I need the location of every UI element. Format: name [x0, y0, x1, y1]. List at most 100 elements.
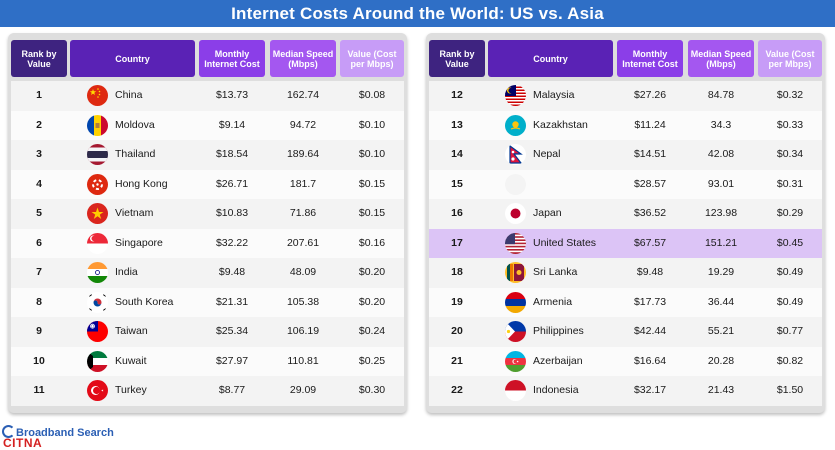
- cell-speed: 34.3: [710, 118, 732, 131]
- table-row: 16 Japan $36.52 123.98 $0.29: [429, 199, 822, 229]
- cell-rank: 11: [33, 384, 45, 396]
- logo-text: Broadband Search: [16, 427, 114, 439]
- cell-value: $0.29: [776, 207, 804, 219]
- malaysia-flag-icon: [505, 85, 526, 106]
- header-cost: Monthly Internet Cost: [617, 40, 683, 77]
- cell-cost: $26.71: [215, 177, 249, 190]
- cell-cost: $42.44: [633, 325, 667, 337]
- table-row: 18 Sri Lanka $9.48 19.29 $0.49: [429, 258, 822, 288]
- cell-country: Turkey: [115, 384, 147, 396]
- cell-cost: $21.31: [215, 295, 249, 308]
- cell-value: $0.10: [358, 118, 386, 131]
- broadbandsearch-logo: Broadband Search: [2, 425, 114, 439]
- cell-rank: 4: [36, 177, 42, 190]
- cell-rank: 18: [451, 266, 463, 278]
- header-cost: Monthly Internet Cost: [199, 40, 265, 77]
- cell-rank: 15: [451, 177, 463, 190]
- cell-cost: $9.14: [218, 118, 246, 131]
- cell-speed: 48.09: [289, 266, 317, 278]
- japan-flag-icon: [505, 203, 526, 224]
- cell-speed: 110.81: [287, 354, 319, 367]
- cell-value: $0.45: [776, 236, 804, 249]
- cell-country: Azerbaijan: [533, 354, 583, 367]
- table-row: 9 Taiwan $25.34 106.19 $0.24: [11, 317, 404, 347]
- india-flag-icon: [87, 262, 108, 283]
- cell-cost: $14.51: [633, 148, 667, 160]
- cell-speed: 42.08: [707, 148, 735, 160]
- cell-country: Malaysia: [533, 89, 575, 101]
- cell-value: $0.49: [776, 266, 804, 278]
- cell-speed: 106.19: [286, 325, 320, 337]
- title-bar: Internet Costs Around the World: US vs. …: [0, 0, 835, 27]
- cell-cost: $25.34: [215, 325, 249, 337]
- cell-cost: $27.26: [633, 89, 667, 101]
- cell-cost: $18.54: [215, 148, 249, 160]
- cell-value: $0.33: [776, 118, 804, 131]
- table-panel-left: Rank by Value Country Monthly Internet C…: [8, 33, 407, 413]
- nepal-flag-icon: [505, 144, 526, 165]
- header-country: Country: [488, 40, 613, 77]
- cell-rank: 12: [451, 89, 463, 101]
- cell-cost: $10.83: [215, 207, 249, 219]
- table-row: 20 Philippines $42.44 55.21 $0.77: [429, 317, 822, 347]
- table-row: 10 Kuwait $27.97 110.81 $0.25: [11, 346, 404, 376]
- cell-rank: 13: [451, 118, 463, 131]
- cell-speed: 36.44: [707, 295, 735, 308]
- cell-cost: $27.97: [215, 354, 249, 367]
- cell-cost: $9.48: [636, 266, 664, 278]
- southkorea-flag-icon: [87, 291, 108, 313]
- cell-country: Nepal: [533, 148, 561, 160]
- cell-value: $0.16: [358, 236, 386, 249]
- cell-rank: 17: [451, 236, 463, 249]
- table-row: 22 Indonesia $32.17 21.43 $1.50: [429, 376, 822, 406]
- cell-value: $0.15: [358, 177, 386, 190]
- table-row: 5 Vietnam $10.83 71.86 $0.15: [11, 199, 404, 229]
- cell-value: $0.30: [358, 384, 386, 396]
- cell-speed: 29.09: [289, 384, 317, 396]
- cell-speed: 20.28: [707, 354, 735, 367]
- cell-country: Kazakhstan: [533, 118, 588, 131]
- thailand-flag-icon: [87, 144, 108, 165]
- cell-country: Vietnam: [115, 207, 154, 219]
- cell-rank: 21: [451, 354, 463, 367]
- table-row: 15 $28.57 93.01 $0.31: [429, 169, 822, 199]
- cell-country: Japan: [533, 207, 562, 219]
- logo-icon: [2, 425, 15, 438]
- table-row: 21 Azerbaijan $16.64 20.28 $0.82: [429, 346, 822, 376]
- table-row: 4 Hong Kong $26.71 181.7 $0.15: [11, 169, 404, 199]
- header-rank: Rank by Value: [11, 40, 67, 77]
- cell-value: $0.15: [358, 207, 386, 219]
- cell-country: Armenia: [533, 295, 573, 308]
- cell-value: $0.32: [776, 89, 804, 101]
- cell-country: India: [115, 266, 138, 278]
- cell-cost: $32.22: [215, 236, 249, 249]
- cell-rank: 19: [451, 295, 463, 308]
- srilanka-flag-icon: [505, 262, 526, 283]
- table-row: 3 Thailand $18.54 189.64 $0.10: [11, 140, 404, 170]
- cell-speed: 123.98: [704, 207, 738, 219]
- cell-country: South Korea: [115, 295, 174, 308]
- cell-country: Singapore: [115, 236, 163, 249]
- cell-rank: 14: [451, 148, 463, 160]
- cell-rank: 7: [36, 266, 42, 278]
- header-value: Value (Cost per Mbps): [340, 40, 404, 77]
- cell-cost: $8.77: [218, 384, 246, 396]
- cell-country: Hong Kong: [115, 177, 168, 190]
- cell-country: Philippines: [533, 325, 584, 337]
- cell-value: $0.10: [358, 148, 386, 160]
- cell-rank: 3: [36, 148, 42, 160]
- cell-speed: 181.7: [289, 177, 317, 190]
- cell-value: $0.49: [776, 295, 804, 308]
- cell-value: $1.50: [776, 384, 804, 396]
- philippines-flag-icon: [505, 321, 526, 342]
- table-row: 19 Armenia $17.73 36.44 $0.49: [429, 287, 822, 317]
- cell-value: $0.82: [776, 354, 804, 367]
- hongkong-flag-icon: [87, 173, 108, 195]
- indonesia-flag-icon: [505, 380, 526, 401]
- table-row: 2 Moldova $9.14 94.72 $0.10: [11, 110, 404, 140]
- cell-country: Thailand: [115, 148, 156, 160]
- cell-speed: 105.38: [286, 295, 320, 308]
- cell-cost: $16.64: [633, 354, 667, 367]
- cell-speed: 189.64: [286, 148, 320, 160]
- cell-rank: 9: [36, 325, 42, 337]
